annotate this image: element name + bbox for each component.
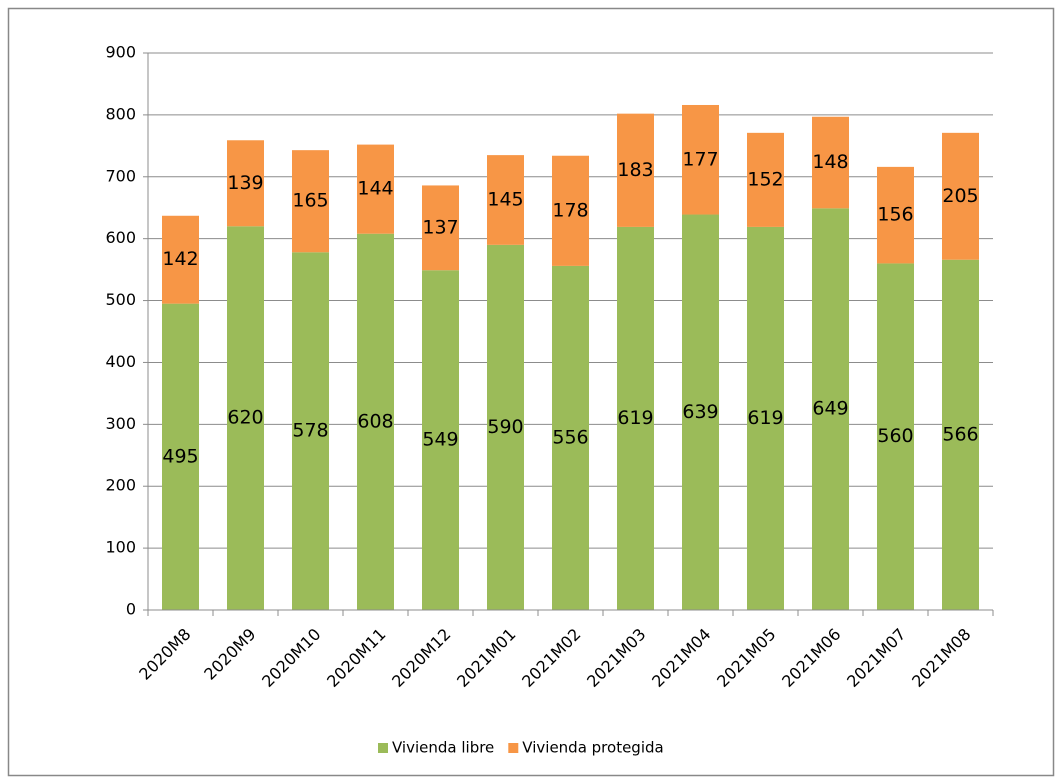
legend-label: Vivienda libre xyxy=(392,739,494,757)
y-tick-label: 200 xyxy=(105,476,136,495)
data-label: 619 xyxy=(747,407,783,429)
y-tick-label: 0 xyxy=(126,600,136,619)
bar-segment xyxy=(227,226,264,611)
bar-segment xyxy=(617,226,654,610)
data-label: 620 xyxy=(227,407,263,429)
data-label: 205 xyxy=(942,185,978,207)
bar-segment xyxy=(877,166,914,264)
y-tick-label: 700 xyxy=(105,166,136,185)
data-label: 152 xyxy=(747,168,783,190)
bar-segment xyxy=(422,270,459,610)
data-label: 178 xyxy=(552,199,588,221)
data-label: 566 xyxy=(942,423,978,445)
data-label: 139 xyxy=(227,172,263,194)
y-tick-label: 900 xyxy=(105,43,136,62)
y-tick-label: 600 xyxy=(105,228,136,247)
legend-swatch xyxy=(378,743,388,753)
data-label: 142 xyxy=(162,248,198,270)
data-label: 556 xyxy=(552,426,588,448)
data-label: 165 xyxy=(292,190,328,212)
bar-segment xyxy=(292,252,329,610)
bar-segment xyxy=(942,132,979,260)
data-label: 639 xyxy=(682,401,718,423)
data-label: 549 xyxy=(422,429,458,451)
y-tick-label: 400 xyxy=(105,352,136,371)
data-label: 137 xyxy=(422,216,458,238)
data-label: 619 xyxy=(617,407,653,429)
data-label: 183 xyxy=(617,159,653,181)
bar-segment xyxy=(422,185,459,271)
bar-segment xyxy=(682,214,719,610)
bar-segment xyxy=(487,244,524,610)
data-label: 649 xyxy=(812,398,848,420)
y-tick-label: 800 xyxy=(105,104,136,123)
legend-swatch xyxy=(508,743,519,753)
y-tick-label: 500 xyxy=(105,290,136,309)
data-label: 148 xyxy=(812,151,848,173)
data-label: 608 xyxy=(357,410,393,432)
data-label: 560 xyxy=(877,425,913,447)
bar-segment xyxy=(357,144,394,234)
bar-segment xyxy=(292,150,329,253)
bar-segment xyxy=(682,104,719,215)
data-label: 177 xyxy=(682,148,718,170)
bar-segment xyxy=(227,140,264,227)
bar-segment xyxy=(617,113,654,227)
data-label: 145 xyxy=(487,188,523,210)
bar-segment xyxy=(942,259,979,610)
bar-segment xyxy=(552,265,589,610)
y-tick-label: 300 xyxy=(105,414,136,433)
bar-segment xyxy=(747,226,784,610)
legend-label: Vivienda protegida xyxy=(522,739,663,757)
y-tick-label: 100 xyxy=(105,538,136,557)
bar-segment xyxy=(812,116,849,209)
bar-segment xyxy=(487,155,524,245)
bar-segment xyxy=(877,263,914,610)
bar-segment xyxy=(162,215,199,304)
data-label: 495 xyxy=(162,445,198,467)
data-label: 144 xyxy=(357,178,393,200)
data-label: 156 xyxy=(877,204,913,226)
data-label: 578 xyxy=(292,420,328,442)
bar-segment xyxy=(747,132,784,227)
bar-segment xyxy=(357,233,394,610)
bar-segment xyxy=(162,303,199,610)
data-label: 590 xyxy=(487,416,523,438)
bar-segment xyxy=(812,208,849,610)
bar-segment xyxy=(552,155,589,266)
